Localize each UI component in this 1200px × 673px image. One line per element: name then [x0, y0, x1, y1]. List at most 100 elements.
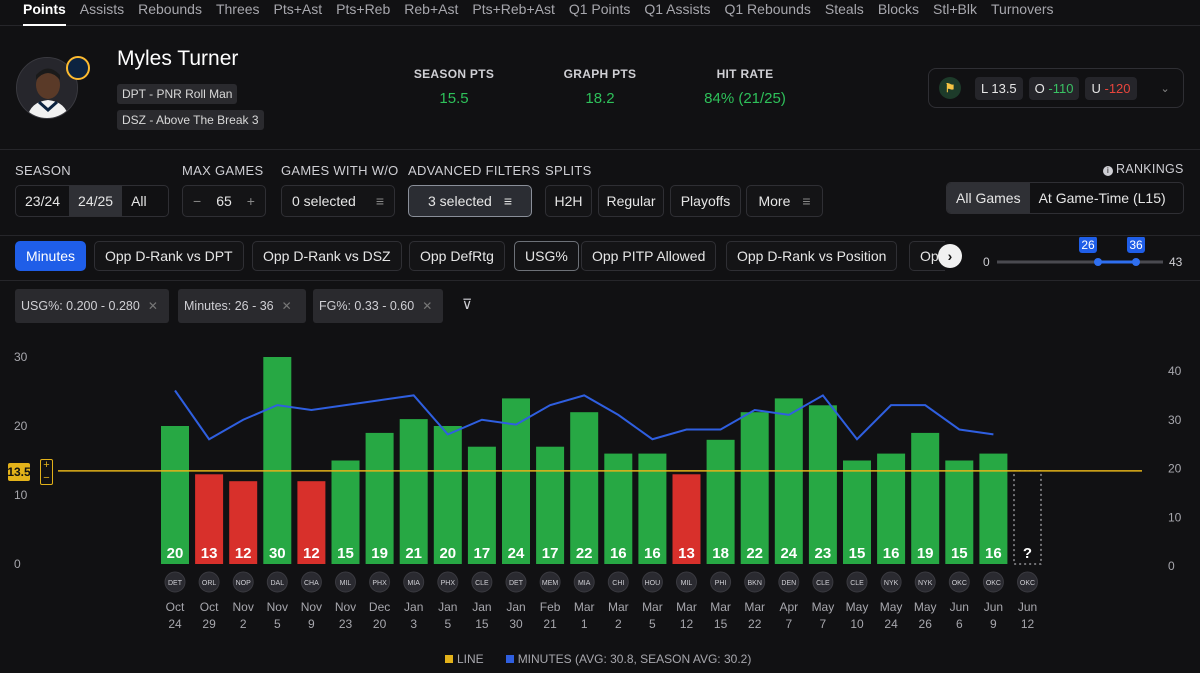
bar: [263, 357, 292, 564]
close-icon[interactable]: ✕: [422, 299, 433, 313]
bar: [467, 446, 496, 564]
x-tick-day: 24: [884, 617, 898, 631]
minutes-range-slider[interactable]: 26 36 0 43: [980, 236, 1190, 281]
splits-label: SPLITS: [545, 163, 592, 178]
chart-svg: 010203001020304020DETOct2413ORLOct2912NO…: [14, 350, 1182, 631]
scroll-right-icon[interactable]: ›: [938, 244, 962, 268]
bar-value-label: 16: [610, 545, 627, 562]
chip-opp-pitp[interactable]: Opp PITP Allowed: [581, 241, 717, 271]
hit-rate-value: 84% (21/25): [704, 90, 786, 107]
tab-q1-points[interactable]: Q1 Points: [568, 1, 631, 17]
x-tick-month: Nov: [267, 600, 288, 614]
slider-min: 0: [983, 255, 990, 269]
player-tag-dpt: DPT - PNR Roll Man: [117, 84, 238, 104]
chip-opp-drank-dpt[interactable]: Opp D-Rank vs DPT: [94, 241, 244, 271]
split-more[interactable]: More ≡: [746, 185, 823, 217]
tab-reb-ast[interactable]: Reb+Ast: [404, 1, 459, 17]
tab-assists[interactable]: Assists: [79, 1, 125, 17]
increment-button[interactable]: +: [246, 193, 255, 209]
season-2324[interactable]: 23/24: [25, 193, 61, 209]
x-tick-month: Dec: [369, 600, 390, 614]
season-all[interactable]: All: [131, 193, 147, 209]
x-tick-day: 26: [919, 617, 933, 631]
split-h2h[interactable]: H2H: [545, 185, 592, 217]
tab-stl-blk[interactable]: Stl+Blk: [933, 1, 978, 17]
line-decrement-button[interactable]: −: [43, 472, 50, 484]
opponent-abbr: NYK: [884, 580, 899, 587]
decrement-button[interactable]: −: [193, 193, 202, 209]
legend-line: LINE: [445, 652, 484, 666]
bar: [740, 412, 769, 564]
line-pill: L 13.5: [975, 76, 1023, 100]
graph-pts-value: 18.2: [585, 90, 615, 107]
x-tick-month: May: [846, 600, 869, 614]
x-tick-day: 29: [202, 617, 216, 631]
chip-opp-drank-position[interactable]: Opp D-Rank vs Position: [726, 241, 898, 271]
bar: [945, 460, 974, 564]
tab-blocks[interactable]: Blocks: [877, 1, 920, 17]
games-wo-select[interactable]: 0 selected ≡: [281, 185, 395, 217]
hit-rate-label: HIT RATE: [716, 67, 774, 81]
tab-rebounds[interactable]: Rebounds: [138, 1, 202, 17]
opponent-abbr: MIA: [407, 580, 420, 587]
bar-value-label: 19: [371, 545, 388, 562]
y2-tick-label: 30: [1168, 413, 1182, 427]
chip-opp-defrtg[interactable]: Opp DefRtg: [409, 241, 505, 271]
line-increment-button[interactable]: +: [43, 459, 50, 471]
opponent-logo-icon: [948, 571, 970, 593]
chip-usg[interactable]: USG%: [514, 241, 579, 271]
opponent-abbr: PHX: [441, 580, 456, 587]
x-tick-month: Jan: [438, 600, 457, 614]
tab-steals[interactable]: Steals: [824, 1, 864, 17]
max-games-stepper: − 65 +: [182, 185, 266, 217]
close-icon[interactable]: ✕: [281, 299, 292, 313]
tab-q1-assists[interactable]: Q1 Assists: [644, 1, 711, 17]
opponent-abbr: DAL: [270, 580, 284, 587]
tab-threes[interactable]: Threes: [215, 1, 260, 17]
tab-pts-reb[interactable]: Pts+Reb: [336, 1, 391, 17]
season-2425[interactable]: 24/25: [69, 186, 123, 216]
max-games-value[interactable]: 65: [216, 193, 232, 209]
opponent-abbr: HOU: [645, 580, 661, 587]
tab-points[interactable]: Points: [23, 0, 66, 26]
opponent-abbr: MIL: [681, 580, 693, 587]
rank-game-time[interactable]: At Game-Time (L15): [1038, 190, 1166, 206]
rank-all-games[interactable]: All Games: [947, 183, 1030, 213]
opponent-logo-icon: [232, 571, 254, 593]
max-games-label: MAX GAMES: [182, 163, 264, 178]
bar: [536, 446, 565, 564]
bar-value-label: 24: [780, 545, 797, 562]
chip-minutes[interactable]: Minutes: [15, 241, 87, 271]
odds-selector[interactable]: ⚑ L 13.5 O -110 U -120 ⌄: [928, 68, 1184, 108]
opponent-logo-icon: [539, 571, 561, 593]
tab-pts-reb-ast[interactable]: Pts+Reb+Ast: [472, 1, 555, 17]
bar-value-label: 21: [405, 545, 422, 562]
x-tick-day: 9: [308, 617, 315, 631]
advanced-filters-button[interactable]: 3 selected ≡: [408, 185, 532, 217]
x-tick-day: 2: [615, 617, 622, 631]
chevron-down-icon[interactable]: ⌄: [1160, 82, 1170, 95]
bar-value-label: 15: [951, 545, 968, 562]
x-tick-month: Oct: [166, 600, 185, 614]
close-icon[interactable]: ✕: [147, 299, 158, 313]
chip-opp-drank-dsz[interactable]: Opp D-Rank vs DSZ: [252, 241, 402, 271]
bar: [229, 481, 258, 564]
filter-bar: SEASON 23/24 24/25 All MAX GAMES − 65 + …: [0, 151, 1200, 236]
split-regular[interactable]: Regular: [598, 185, 664, 217]
clear-filters-icon[interactable]: ⊽: [462, 296, 473, 312]
active-filter-usg: USG%: 0.200 - 0.280 ✕: [15, 289, 169, 323]
tab-q1-rebounds[interactable]: Q1 Rebounds: [724, 1, 811, 17]
split-playoffs[interactable]: Playoffs: [670, 185, 741, 217]
bar: [808, 405, 837, 564]
tab-turnovers[interactable]: Turnovers: [991, 1, 1054, 17]
tab-pts-ast[interactable]: Pts+Ast: [273, 1, 323, 17]
team-logo: [66, 56, 90, 80]
player-header: Myles Turner DPT - PNR Roll Man DSZ - Ab…: [0, 27, 1200, 150]
bar-value-label: 20: [167, 545, 184, 562]
x-tick-month: Mar: [608, 600, 629, 614]
opponent-abbr: CLE: [475, 580, 489, 587]
x-tick-month: May: [880, 600, 903, 614]
bar-value-label: 15: [849, 545, 866, 562]
x-tick-day: 6: [956, 617, 963, 631]
y2-tick-label: 20: [1168, 462, 1182, 476]
